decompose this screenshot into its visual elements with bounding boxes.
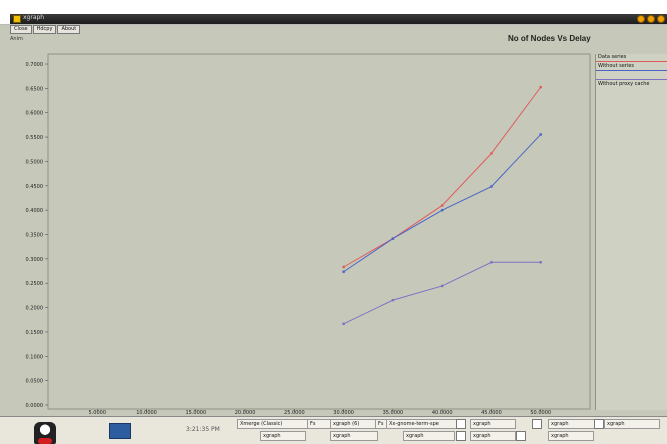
task-button[interactable]: Xmerge (Classic)	[237, 419, 309, 429]
y-tick-label: 0.6000	[26, 111, 44, 117]
title-bar: xgraph	[0, 0, 667, 25]
task-checkbox[interactable]	[456, 431, 466, 441]
x-tick-label: 50.0000	[530, 410, 551, 416]
data-point	[490, 261, 493, 264]
anim-button[interactable]: Anim	[10, 36, 23, 42]
task-checkbox[interactable]	[532, 419, 542, 429]
task-button[interactable]: xgraph (6)	[330, 419, 378, 429]
legend-label: Data series	[598, 54, 627, 60]
task-button[interactable]: xgraph	[260, 431, 306, 441]
monitor-icon[interactable]	[109, 423, 131, 439]
plot-area: 0.7000 0.6500 0.6000 0.5500 0.5000 0.4500 0.40…	[0, 24, 667, 416]
data-point	[490, 185, 493, 188]
y-tick-label: 0.3500	[26, 233, 44, 239]
x-tick-label: 35.0000	[383, 410, 404, 416]
x-tick-label: 15.0000	[185, 410, 206, 416]
x-tick-label: 45.0000	[481, 410, 502, 416]
x-tick-label: 10.0000	[136, 410, 157, 416]
data-point	[440, 204, 444, 207]
plot-frame	[47, 53, 591, 410]
y-tick-label: 0.5000	[26, 159, 44, 165]
data-point	[539, 261, 542, 264]
y-tick-label: 0.2000	[26, 306, 44, 312]
x-tick-label: 40.0000	[432, 410, 453, 416]
task-button[interactable]: xgraph	[604, 419, 660, 429]
y-tick-label: 0.0500	[26, 379, 44, 385]
legend-entry	[596, 72, 667, 81]
task-button[interactable]: xgraph	[470, 419, 516, 429]
data-point	[539, 133, 542, 136]
menu-bar: Close Hdcpy About	[10, 25, 81, 34]
chart-title: No of Nodes Vs Delay	[508, 34, 591, 43]
tux-penguin-icon[interactable]	[34, 422, 56, 444]
task-checkbox[interactable]	[456, 419, 466, 429]
line-chart: 0.7000 0.6500 0.6000 0.5500 0.5000 0.4500 0.40…	[0, 24, 667, 416]
data-point	[342, 270, 345, 273]
legend-label: Without series	[598, 63, 634, 69]
y-tick-label: 0.1000	[26, 354, 44, 360]
hdcpy-button[interactable]: Hdcpy	[32, 25, 57, 34]
y-tick-label: 0.4000	[26, 208, 44, 214]
task-button[interactable]: xgraph	[548, 431, 594, 441]
y-tick-label: 0.4500	[26, 184, 44, 190]
task-button[interactable]: xgraph	[330, 431, 378, 441]
legend-entry: Without series	[596, 63, 667, 72]
data-point	[391, 237, 395, 240]
y-tick-label: 0.7000	[26, 62, 44, 68]
x-tick-label: 25.0000	[284, 410, 305, 416]
maximize-icon[interactable]	[647, 15, 655, 23]
about-button[interactable]: About	[57, 25, 81, 34]
taskbar: 3:21:35 PM Xmerge (Classic) Fs xgraph (6…	[0, 416, 667, 444]
data-point	[342, 322, 345, 325]
y-tick-label: 0.5500	[26, 135, 44, 141]
minimize-icon[interactable]	[637, 15, 645, 23]
task-checkbox[interactable]	[594, 419, 604, 429]
window-title: xgraph	[23, 14, 45, 21]
x-tick-label: 20.0000	[235, 410, 256, 416]
y-tick-label: 0.1500	[26, 330, 44, 336]
y-tick-label: 0.0000	[26, 403, 44, 409]
x-tick-label: 30.0000	[333, 410, 354, 416]
data-point	[490, 152, 493, 155]
legend-entry: Without proxy cache	[596, 81, 667, 90]
data-point	[440, 284, 444, 288]
legend: Data series Without series Without proxy…	[595, 54, 667, 410]
x-tick-label: 5.0000	[89, 410, 107, 416]
task-button[interactable]: xgraph	[548, 419, 596, 429]
task-checkbox[interactable]	[516, 431, 526, 441]
y-tick-label: 0.2500	[26, 281, 44, 287]
clock: 3:21:35 PM	[186, 426, 220, 433]
legend-label: Without proxy cache	[598, 81, 650, 87]
app-icon	[13, 15, 21, 23]
y-tick-label: 0.3000	[26, 257, 44, 263]
task-button[interactable]: xgraph	[470, 431, 516, 441]
task-button[interactable]: Xx-gnome-term-spe	[386, 419, 458, 429]
data-point	[539, 85, 542, 89]
data-point	[342, 265, 345, 269]
data-point	[391, 298, 395, 302]
y-tick-label: 0.6500	[26, 86, 44, 92]
window-titlebar[interactable]	[10, 14, 667, 24]
close-button[interactable]: Close	[10, 25, 32, 34]
data-point	[440, 209, 444, 212]
legend-entry: Data series	[596, 54, 667, 63]
close-icon[interactable]	[657, 15, 665, 23]
task-button[interactable]: xgraph	[403, 431, 455, 441]
